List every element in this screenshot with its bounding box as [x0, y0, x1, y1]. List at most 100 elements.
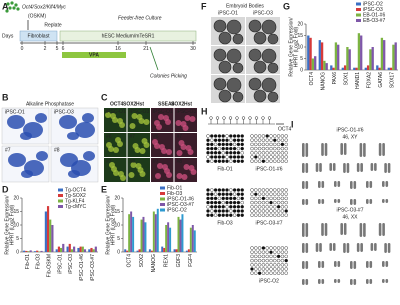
cpg-state: [265, 263, 269, 267]
cpg-state: [284, 188, 288, 192]
cpg-state: [254, 196, 258, 201]
cpg-state: [213, 159, 218, 163]
legend-label: Tg-OCT4: [65, 187, 86, 193]
embryoid-body: [248, 77, 262, 91]
bar: [138, 249, 141, 252]
cpg-state: [284, 271, 288, 275]
cpg-state: [261, 250, 266, 254]
if-cell-cluster: [158, 114, 164, 120]
cpg-state: [276, 151, 281, 155]
cpg-state: [213, 205, 218, 209]
legend-swatch: [58, 188, 63, 192]
if-cell-cluster: [176, 173, 183, 179]
bar: [156, 208, 159, 252]
panel-letter: I: [291, 119, 294, 129]
karyotype-sample: iPSC-O1-#6: [337, 127, 364, 133]
cpg-state: [257, 196, 262, 201]
bar: [140, 219, 143, 252]
chromosome: [302, 223, 305, 237]
bar: [142, 216, 145, 252]
if-cell-cluster: [166, 149, 172, 155]
y-axis-label: HPRT (Log2 Fold): [293, 26, 299, 67]
cpg-state: [265, 134, 269, 138]
if-cell-cluster: [189, 116, 196, 122]
embryoid-body: [253, 31, 267, 45]
if-cell-cluster: [118, 171, 124, 177]
vector-dot: [10, 1, 14, 5]
chromosome: [387, 163, 391, 173]
cpg-state: [236, 192, 241, 196]
cpg-state: [250, 209, 254, 213]
cpg-state: [269, 205, 273, 209]
cpg-state: [250, 213, 254, 217]
chromosome: [353, 261, 357, 269]
cpg-state: [229, 200, 233, 205]
cpg-state: [217, 196, 222, 201]
if-cell-cluster: [157, 163, 163, 169]
cell-label: iPSC-O1: [106, 109, 126, 115]
cpg-state: [229, 209, 233, 213]
cpg-state: [276, 192, 281, 196]
x-tick-label: REX1: [163, 254, 169, 267]
cell-label: iPSC-O1: [5, 109, 25, 115]
bar: [169, 227, 172, 252]
bar: [46, 206, 50, 252]
ap-colony: [21, 170, 33, 178]
chromosome: [305, 243, 309, 253]
cpg-state: [213, 196, 218, 201]
cpg-state: [250, 250, 254, 254]
cpg-state: [257, 271, 262, 275]
cpg-state: [280, 142, 285, 147]
cpg-state: [232, 155, 237, 159]
chromosome: [305, 279, 309, 285]
bar: [163, 247, 166, 252]
cpg-state: [265, 267, 269, 271]
embryoid-body: [226, 48, 242, 64]
cpg-state: [261, 258, 266, 263]
cpg-state: [269, 155, 273, 159]
bar: [88, 249, 91, 252]
bar: [177, 216, 180, 252]
cpg-state: [280, 271, 285, 275]
y-tick-label: 5: [16, 236, 19, 242]
cpg-state: [269, 267, 273, 271]
chromosome: [302, 279, 305, 285]
cpg-state: [254, 134, 258, 138]
cpg-state: [273, 200, 277, 205]
legend-swatch: [160, 203, 165, 206]
bar: [343, 65, 347, 70]
cpg-state: [273, 142, 277, 147]
cpg-state: [229, 188, 233, 192]
chromosome: [305, 261, 309, 269]
legend-label: Tg-KLF4: [65, 198, 85, 204]
cpg-state: [284, 159, 288, 163]
y-tick-label: 20: [13, 195, 19, 201]
chromosome: [302, 181, 305, 189]
bar: [165, 225, 168, 252]
cpg-state: [225, 188, 229, 192]
ap-colony: [8, 153, 26, 167]
cpg-state: [254, 205, 258, 209]
bar: [33, 251, 37, 252]
cpg-state: [257, 246, 262, 250]
ap-colony: [82, 113, 94, 123]
karyotype-label: 46, XX: [342, 214, 358, 220]
cpg-state: [206, 213, 210, 217]
bar: [181, 214, 184, 252]
cpg-state: [261, 192, 266, 196]
x-tick-label: iPSC-O1-#6: [79, 254, 85, 281]
cpg-state: [276, 213, 281, 217]
cpg-state: [206, 209, 210, 213]
chromosome: [332, 163, 336, 171]
cell-label: #8: [130, 159, 136, 165]
x-tick-label: PAX6: [332, 72, 338, 85]
days-label: Days: [2, 33, 14, 39]
chromosome: [356, 243, 360, 252]
cpg-state: [225, 213, 229, 217]
cpg-state: [217, 146, 222, 151]
cpg-state: [206, 196, 210, 201]
ap-colony: [36, 151, 48, 161]
bar: [70, 249, 74, 252]
x-tick-label: Fib-O3: [36, 254, 42, 270]
